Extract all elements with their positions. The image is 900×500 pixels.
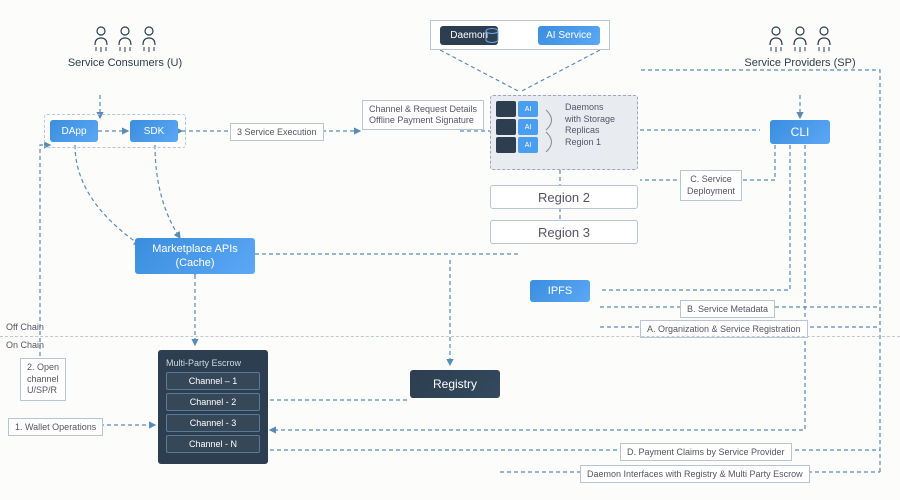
daemon-iface-label: Daemon Interfaces with Registry & Multi … (580, 465, 810, 483)
mpe-panel: Multi-Party Escrow Channel – 1 Channel -… (158, 350, 268, 464)
channel-item: Channel – 1 (166, 372, 260, 390)
svc-meta-label: B. Service Metadata (680, 300, 775, 318)
open-channel-label: 2. Open channel U/SP/R (20, 358, 66, 401)
person-icon (815, 25, 833, 53)
providers-icons (767, 25, 833, 53)
registry-node: Registry (410, 370, 500, 398)
offchain-label: Off Chain (6, 322, 44, 332)
chain-divider (0, 336, 900, 337)
consumers-title: Service Consumers (U) (68, 57, 182, 69)
person-icon (767, 25, 785, 53)
region1-stack: AI AI AI Daemons with Storage Replicas R… (490, 95, 638, 170)
person-icon (116, 25, 134, 53)
region2-box: Region 2 (490, 185, 638, 209)
onchain-label: On Chain (6, 340, 44, 350)
consumers-icons (92, 25, 158, 53)
dapp-sdk-container (44, 114, 186, 148)
channel-item: Channel - N (166, 435, 260, 453)
daemon-ai-container: Daemon AI Service (430, 20, 610, 50)
person-icon (140, 25, 158, 53)
service-consumers: Service Consumers (U) (60, 25, 190, 69)
service-providers: Service Providers (SP) (730, 25, 870, 69)
channel-item: Channel - 3 (166, 414, 260, 432)
channel-req-label: Channel & Request Details Offline Paymen… (362, 100, 484, 130)
person-icon (92, 25, 110, 53)
svc-exec-label: 3 Service Execution (230, 123, 324, 141)
db-icon (485, 28, 499, 44)
daemon-storage-label: Daemons with Storage Replicas Region 1 (563, 96, 617, 169)
replica-links-icon (543, 100, 563, 162)
person-icon (791, 25, 809, 53)
ipfs-node: IPFS (530, 280, 590, 302)
aiservice-label: AI Service (538, 26, 600, 45)
marketplace-node: Marketplace APIs (Cache) (135, 238, 255, 274)
region3-box: Region 3 (490, 220, 638, 244)
mpe-title: Multi-Party Escrow (166, 358, 260, 368)
svc-deploy-label: C. Service Deployment (680, 170, 742, 201)
providers-title: Service Providers (SP) (744, 57, 855, 69)
channel-item: Channel - 2 (166, 393, 260, 411)
cli-node: CLI (770, 120, 830, 144)
payment-claims-label: D. Payment Claims by Service Provider (620, 443, 792, 461)
wallet-ops-label: 1. Wallet Operations (8, 418, 103, 436)
